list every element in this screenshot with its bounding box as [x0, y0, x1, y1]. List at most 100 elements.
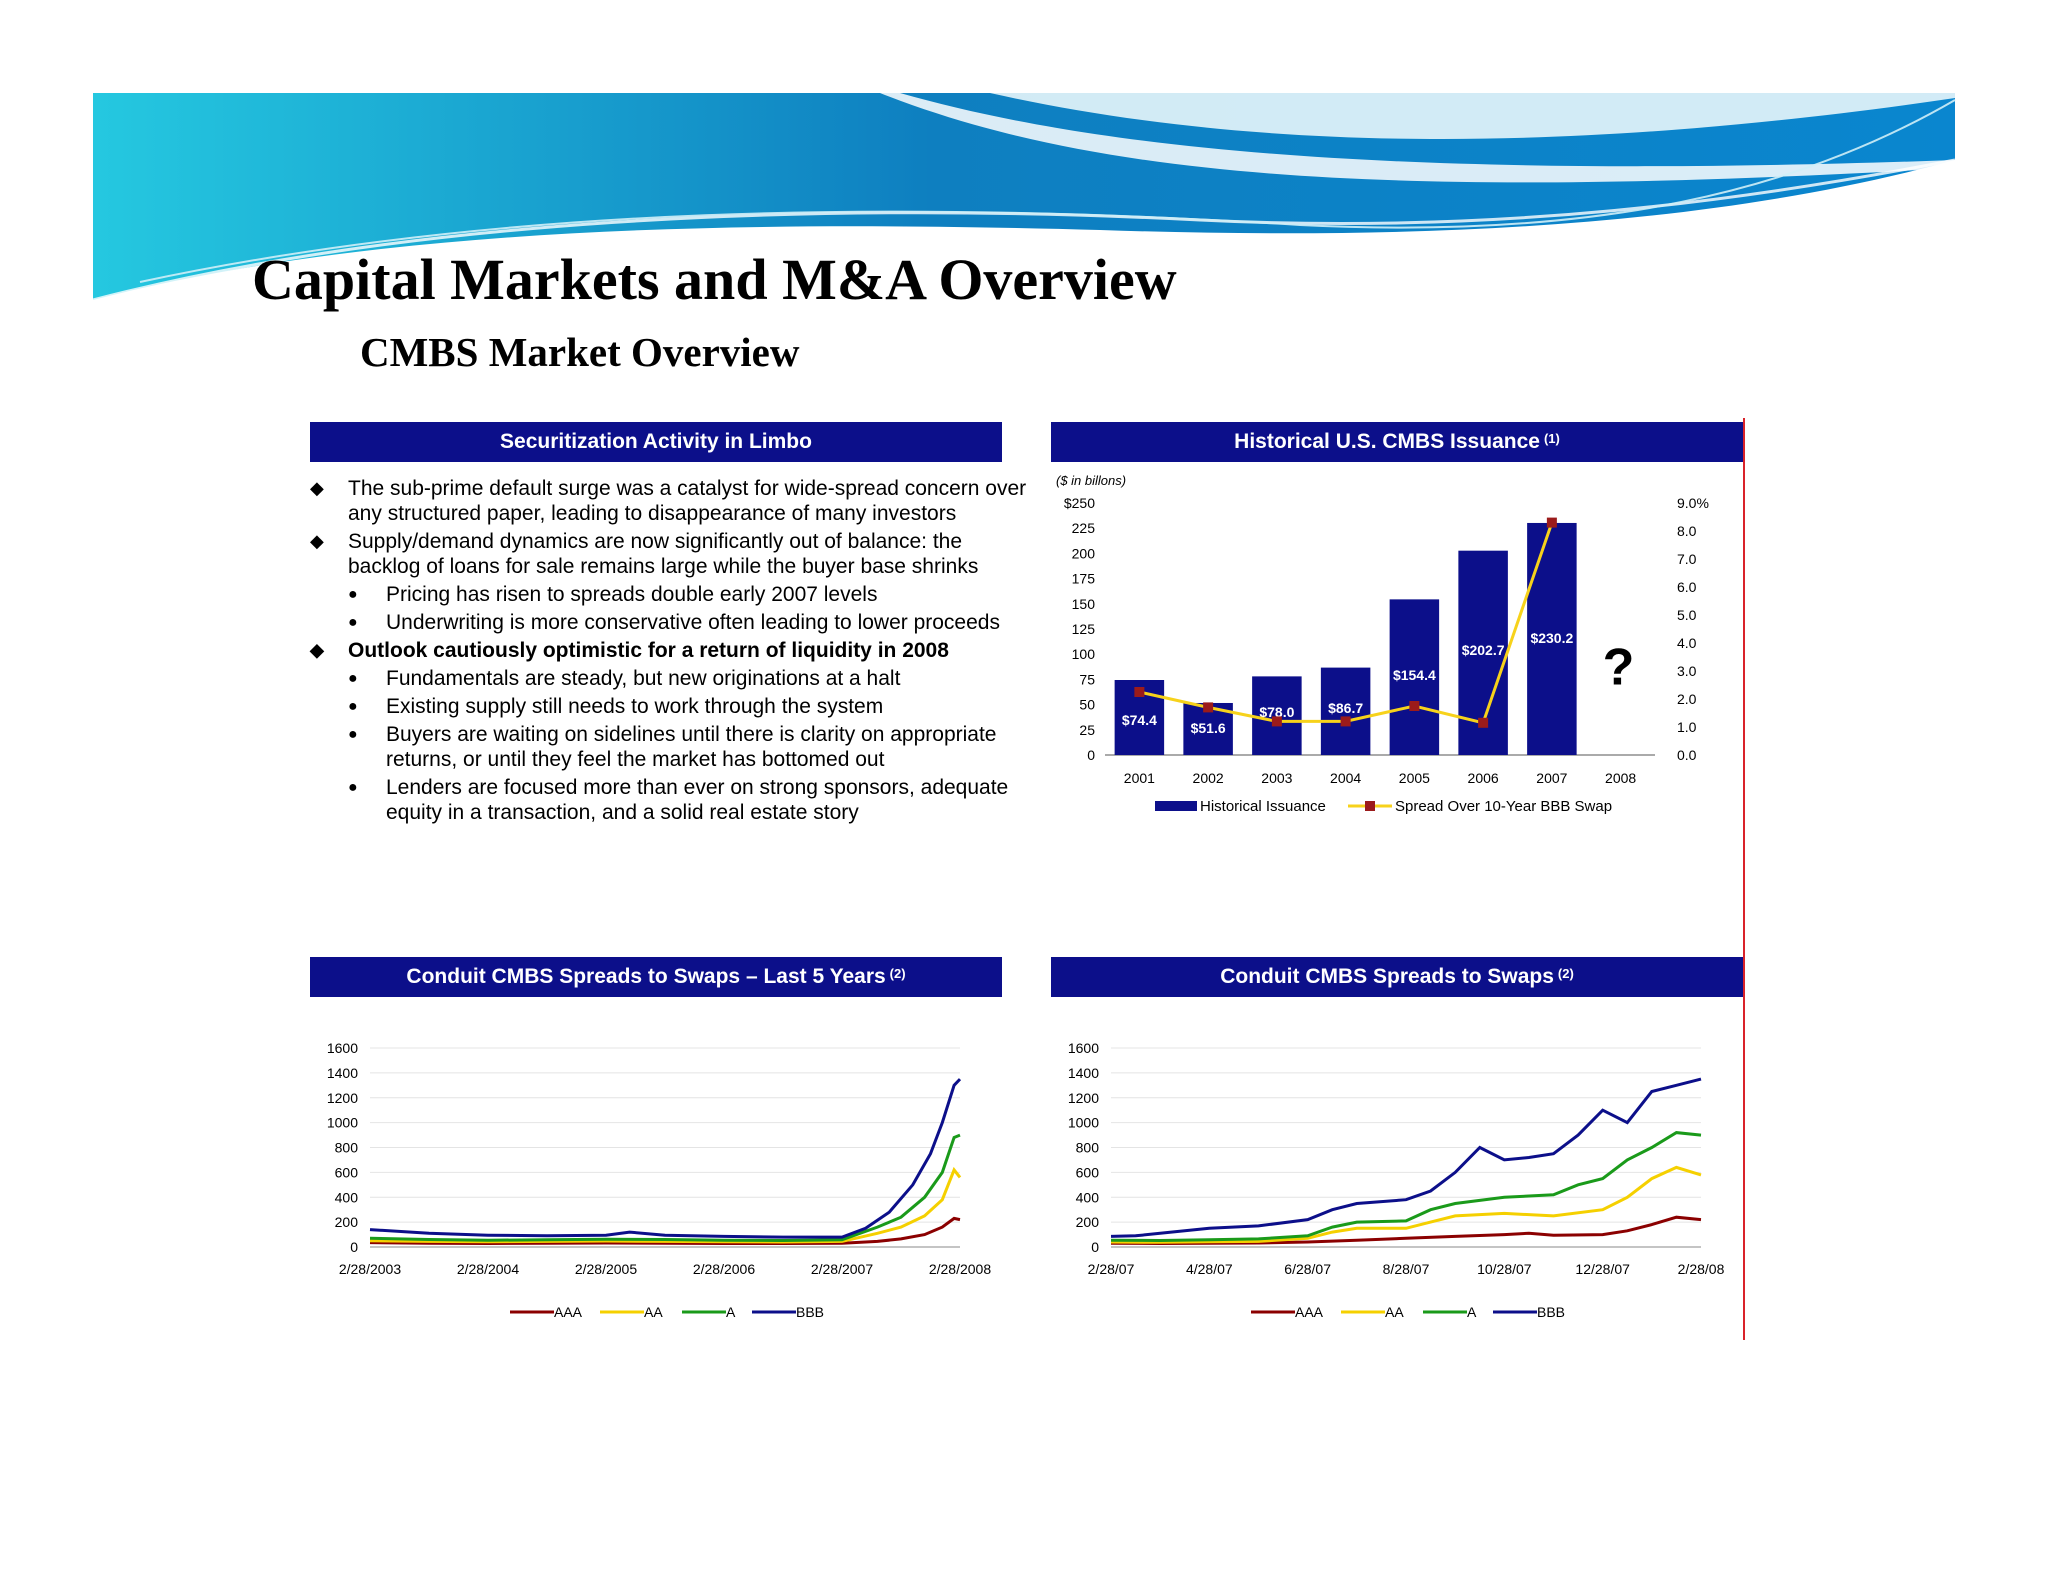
divider-line: [1743, 418, 1745, 1340]
spreads-chart: 1600 1400 1200 1000 800 600 400 200 0 2/28/07 4/28…: [1068, 1040, 1725, 1320]
y-tick-label: 0: [1091, 1239, 1099, 1255]
spread-marker: [1134, 687, 1145, 697]
bullet-text: Outlook cautiously optimistic for a retu…: [348, 639, 949, 662]
y-tick-label: 0: [1087, 747, 1095, 763]
spread-marker: [1340, 716, 1351, 727]
series-line-bbb: [1110, 1077, 1702, 1238]
y-tick-label: 175: [1072, 571, 1096, 587]
bullet-text: Fundamentals are steady, but new origina…: [386, 667, 901, 690]
bar-value-label: $202.7: [1462, 642, 1505, 658]
bullet-text: Underwriting is more conservative often …: [386, 611, 1000, 634]
panel-title: Conduit CMBS Spreads to Swaps – Last 5 Y…: [406, 965, 886, 988]
legend-label: BBB: [1537, 1304, 1565, 1320]
series-line-aa: [369, 1166, 962, 1244]
dot-bullet-icon: ●: [348, 614, 358, 631]
y2-tick-label: 4.0: [1677, 635, 1697, 651]
bar-value-label: $154.4: [1393, 667, 1436, 683]
y-tick-label: 1600: [327, 1040, 358, 1056]
bullet-item: ◆ Outlook cautiously optimistic for a ret…: [310, 638, 1030, 663]
page-title: Capital Markets and M&A Overview: [252, 247, 1177, 312]
dot-bullet-icon: ●: [348, 698, 358, 715]
y-tick-label: 200: [1076, 1214, 1100, 1230]
y-tick-label: 125: [1072, 621, 1096, 637]
y2-tick-label: 9.0%: [1677, 495, 1709, 511]
spread-marker: [1203, 702, 1214, 713]
spread-marker: [1271, 716, 1282, 727]
bar: [1527, 522, 1577, 755]
y-tick-label: 0: [350, 1239, 358, 1255]
bullet-text: The sub-prime default surge was a cataly…: [348, 477, 1027, 525]
y-tick-label: 1600: [1068, 1040, 1099, 1056]
y-tick-label: 200: [335, 1214, 359, 1230]
x-tick-label: 2/28/2008: [929, 1261, 991, 1277]
x-tick-label: 2/28/2007: [811, 1261, 873, 1277]
y-tick-label: 600: [335, 1164, 359, 1180]
header-banner: [92, 93, 1956, 302]
series-line-aaa: [1110, 1215, 1702, 1246]
bar: [1320, 667, 1371, 755]
panel-title: Historical U.S. CMBS Issuance: [1234, 430, 1540, 453]
sub-bullet-item: ● Buyers are waiting on sidelines until t…: [310, 722, 1030, 772]
x-tick-label: 10/28/07: [1477, 1261, 1532, 1277]
footnote-marker: (2): [889, 965, 906, 981]
legend-label: AAA: [1295, 1304, 1324, 1320]
x-tick-label: 6/28/07: [1284, 1261, 1331, 1277]
sub-bullet-item: ● Lenders are focused more than ever on s…: [310, 775, 1030, 825]
diamond-bullet-icon: ◆: [310, 478, 324, 498]
panel-header-spreads: Conduit CMBS Spreads to Swaps (2): [1051, 957, 1743, 997]
y-tick-label: 25: [1079, 722, 1095, 738]
bar-value-label: $74.4: [1122, 712, 1157, 728]
y2-tick-label: 0.0: [1677, 747, 1697, 763]
series-line-aaa: [369, 1216, 961, 1246]
bar: [1389, 599, 1440, 755]
y-tick-label: 1200: [1068, 1090, 1099, 1106]
y-tick-label: 100: [1072, 646, 1096, 662]
x-tick-label: 8/28/07: [1383, 1261, 1430, 1277]
spreads-5yr-chart: 1600 1400 1200 1000 800 600 400 200 0 2/28/2003 2/…: [327, 1040, 992, 1320]
x-tick-label: 2/28/07: [1088, 1261, 1135, 1277]
y-tick-label: 600: [1076, 1164, 1100, 1180]
x-tick-label: 2002: [1193, 770, 1224, 786]
bullet-item: ◆ The sub-prime default surge was a catal…: [310, 476, 1030, 526]
x-tick-label: 2007: [1536, 770, 1567, 786]
series-line-bbb: [369, 1078, 962, 1239]
x-tick-label: 2004: [1330, 770, 1361, 786]
y-tick-label: 225: [1072, 520, 1096, 536]
question-mark: ?: [1603, 638, 1635, 696]
issuance-chart: ($ in billons) $250 225 200 175 150 125 100 75 50…: [1056, 473, 1709, 815]
bar-value-label: $86.7: [1328, 700, 1363, 716]
x-tick-label: 2001: [1124, 770, 1155, 786]
x-tick-label: 2006: [1468, 770, 1499, 786]
dot-bullet-icon: ●: [348, 670, 358, 687]
panel-header-spreads-5yr: Conduit CMBS Spreads to Swaps – Last 5 Y…: [310, 957, 1002, 997]
y2-tick-label: 6.0: [1677, 579, 1697, 595]
dot-bullet-icon: ●: [348, 726, 358, 743]
legend-label: Historical Issuance: [1200, 798, 1326, 815]
page-subtitle: CMBS Market Overview: [360, 329, 800, 375]
y-tick-label: 1400: [327, 1065, 358, 1081]
sub-bullet-item: ● Existing supply still needs to work thr…: [310, 694, 1030, 719]
sub-bullet-item: ● Pricing has risen to spreads double ear…: [310, 582, 1030, 607]
sub-bullet-item: ● Underwriting is more conservative often…: [310, 610, 1030, 635]
y2-tick-label: 7.0: [1677, 551, 1697, 567]
bullet-text: Existing supply still needs to work thro…: [386, 695, 884, 718]
bullet-list: ◆ The sub-prime default surge was a catal…: [310, 476, 1030, 828]
x-tick-label: 12/28/07: [1575, 1261, 1630, 1277]
diamond-bullet-icon: ◆: [310, 531, 324, 551]
bar-value-label: $230.2: [1530, 630, 1573, 646]
legend-swatch-bar: [1155, 801, 1197, 811]
bar: [1252, 676, 1302, 755]
legend-label: AA: [1385, 1304, 1404, 1320]
sub-bullet-item: ● Fundamentals are steady, but new origin…: [310, 666, 1030, 691]
y-tick-label: 1000: [1068, 1115, 1099, 1131]
bar-value-label: $78.0: [1259, 704, 1294, 720]
x-tick-label: 2/28/2003: [339, 1261, 401, 1277]
spread-marker: [1409, 701, 1420, 711]
bullet-text: Supply/demand dynamics are now significa…: [348, 530, 979, 578]
y2-tick-label: 1.0: [1677, 719, 1697, 735]
legend-label: AAA: [554, 1304, 583, 1320]
y-tick-label: 400: [335, 1189, 359, 1205]
bullet-text: Lenders are focused more than ever on st…: [386, 776, 1009, 824]
panel-header-issuance: Historical U.S. CMBS Issuance (1): [1051, 422, 1743, 462]
y-tick-label: 50: [1079, 697, 1095, 713]
